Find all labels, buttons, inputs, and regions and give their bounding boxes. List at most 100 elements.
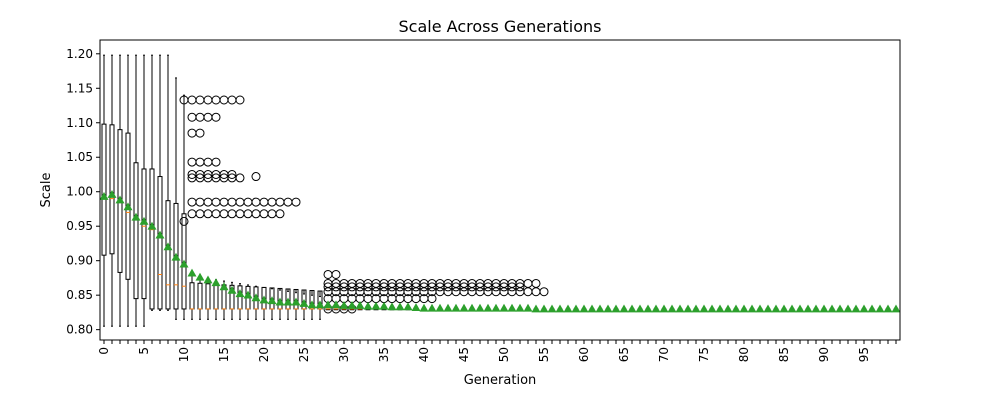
plot-area bbox=[99, 54, 901, 327]
mean-marker bbox=[819, 304, 829, 313]
mean-marker bbox=[771, 304, 781, 313]
mean-marker bbox=[427, 303, 437, 312]
outlier-point bbox=[203, 157, 213, 167]
mean-marker bbox=[659, 304, 669, 313]
mean-marker bbox=[171, 252, 181, 261]
mean-marker bbox=[339, 301, 349, 309]
outlier-point bbox=[195, 112, 205, 122]
outlier-point bbox=[211, 197, 221, 207]
y-tick-label: 0.90 bbox=[66, 254, 93, 268]
y-axis-label: Scale bbox=[39, 173, 54, 208]
box bbox=[157, 176, 163, 310]
outlier-point bbox=[251, 172, 261, 182]
mean-marker bbox=[707, 304, 717, 313]
outlier-point bbox=[227, 209, 237, 219]
outlier-point bbox=[227, 95, 237, 105]
mean-marker bbox=[379, 301, 389, 310]
mean-marker bbox=[99, 192, 109, 200]
mean-marker bbox=[435, 303, 445, 312]
mean-marker bbox=[259, 295, 269, 304]
mean-marker bbox=[619, 304, 629, 313]
outlier-point bbox=[187, 209, 197, 219]
mean-marker bbox=[883, 304, 893, 313]
mean-marker bbox=[835, 304, 845, 313]
mean-marker bbox=[515, 303, 525, 312]
mean-marker bbox=[411, 303, 421, 311]
mean-marker bbox=[131, 212, 141, 221]
mean-marker bbox=[291, 297, 301, 306]
y-tick-label: 0.85 bbox=[66, 288, 93, 302]
outlier-point bbox=[283, 197, 293, 207]
outlier-point bbox=[195, 95, 205, 105]
mean-marker bbox=[587, 304, 597, 313]
mean-marker bbox=[555, 304, 565, 313]
x-tick-label: 70 bbox=[657, 347, 671, 362]
mean-marker bbox=[467, 303, 477, 312]
mean-marker bbox=[603, 304, 613, 313]
mean-marker bbox=[107, 189, 117, 198]
box bbox=[189, 282, 195, 310]
mean-marker bbox=[739, 304, 749, 313]
outlier-point bbox=[211, 95, 221, 105]
mean-marker bbox=[395, 302, 405, 311]
outlier-point bbox=[219, 197, 229, 207]
mean-marker bbox=[563, 304, 573, 313]
mean-marker bbox=[699, 304, 709, 313]
outlier-point bbox=[475, 287, 485, 297]
mean-marker bbox=[307, 300, 317, 309]
mean-marker bbox=[579, 304, 589, 313]
mean-marker bbox=[243, 290, 253, 299]
y-tick-label: 1.10 bbox=[66, 116, 93, 130]
mean-marker bbox=[315, 300, 325, 309]
mean-marker bbox=[235, 289, 245, 298]
x-tick-label: 30 bbox=[337, 347, 351, 362]
mean-marker bbox=[523, 303, 533, 312]
outlier-point bbox=[291, 197, 301, 207]
mean-marker bbox=[299, 298, 309, 307]
mean-marker bbox=[683, 304, 693, 313]
outlier-point bbox=[187, 197, 197, 207]
mean-marker bbox=[163, 242, 173, 251]
mean-marker bbox=[747, 304, 757, 313]
box bbox=[205, 283, 211, 310]
mean-marker bbox=[635, 304, 645, 313]
box bbox=[213, 283, 219, 310]
outlier-point bbox=[203, 197, 213, 207]
y-tick-label: 1.05 bbox=[66, 150, 93, 164]
x-tick-label: 35 bbox=[377, 347, 391, 362]
y-tick-label: 1.15 bbox=[66, 81, 93, 95]
x-tick-label: 90 bbox=[817, 347, 831, 362]
mean-marker bbox=[795, 304, 805, 313]
x-tick-label: 85 bbox=[777, 347, 791, 362]
x-tick-label: 95 bbox=[857, 347, 871, 362]
mean-marker bbox=[731, 304, 741, 313]
box bbox=[109, 124, 115, 255]
x-tick-label: 45 bbox=[457, 347, 471, 362]
y-tick-label: 1.00 bbox=[66, 185, 93, 199]
chart-title: Scale Across Generations bbox=[399, 17, 602, 36]
mean-marker bbox=[691, 304, 701, 313]
x-tick-label: 50 bbox=[497, 347, 511, 362]
y-tick-label: 1.20 bbox=[66, 47, 93, 61]
mean-marker bbox=[459, 303, 469, 312]
mean-marker bbox=[627, 304, 637, 313]
mean-marker bbox=[723, 304, 733, 313]
outlier-point bbox=[451, 287, 461, 297]
outlier-point bbox=[235, 95, 245, 105]
x-tick-label: 75 bbox=[697, 347, 711, 362]
outlier-point bbox=[267, 209, 277, 219]
outlier-point bbox=[211, 112, 221, 122]
x-tick-label: 65 bbox=[617, 347, 631, 362]
outlier-point bbox=[499, 287, 509, 297]
outlier-point bbox=[435, 287, 445, 297]
axes-frame bbox=[99, 39, 901, 341]
outlier-point bbox=[267, 197, 277, 207]
outlier-point bbox=[515, 282, 525, 292]
outlier-point bbox=[203, 95, 213, 105]
mean-marker bbox=[347, 301, 357, 309]
outlier-point bbox=[531, 278, 541, 288]
outlier-point bbox=[251, 197, 261, 207]
x-tick-label: 40 bbox=[417, 347, 431, 362]
outlier-point bbox=[211, 157, 221, 167]
